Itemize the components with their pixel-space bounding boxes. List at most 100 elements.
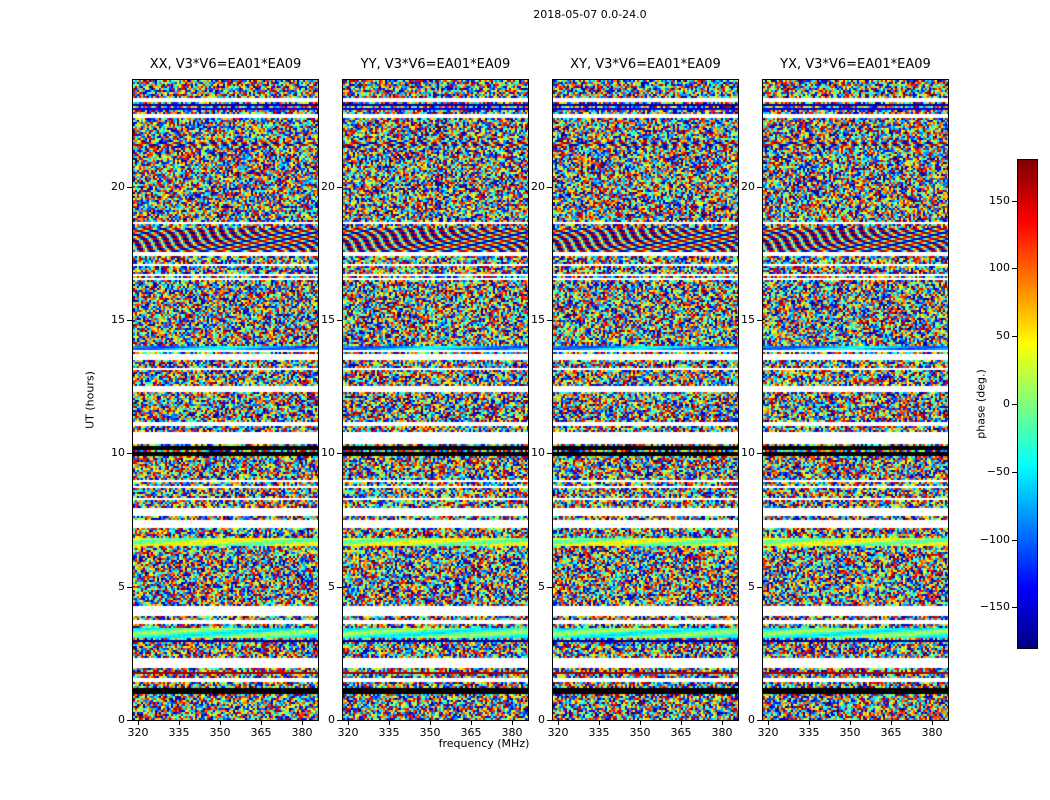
x-axis-label: frequency (MHz) xyxy=(438,737,530,750)
y-tick-label: 10 xyxy=(531,446,545,459)
y-tick-label: 0 xyxy=(748,713,755,726)
y-tick-label: 15 xyxy=(741,313,755,326)
x-tick-mark xyxy=(722,721,723,725)
x-tick-label: 320 xyxy=(337,726,359,739)
colorbar-tick-mark xyxy=(1012,472,1017,473)
y-tick-mark xyxy=(337,320,342,321)
colorbar xyxy=(1017,159,1038,649)
x-tick-label: 365 xyxy=(670,726,692,739)
y-tick-mark xyxy=(337,720,342,721)
y-tick-mark xyxy=(547,720,552,721)
x-tick-mark xyxy=(348,721,349,725)
y-tick-label: 20 xyxy=(531,180,545,193)
x-tick-label: 350 xyxy=(209,726,231,739)
x-tick-label: 350 xyxy=(419,726,441,739)
y-tick-mark xyxy=(547,453,552,454)
x-tick-label: 335 xyxy=(798,726,820,739)
y-tick-mark xyxy=(127,187,132,188)
y-tick-label: 10 xyxy=(741,446,755,459)
y-tick-mark xyxy=(337,587,342,588)
y-tick-label: 5 xyxy=(748,580,755,593)
x-tick-label: 350 xyxy=(629,726,651,739)
x-tick-mark xyxy=(261,721,262,725)
x-tick-label: 320 xyxy=(547,726,569,739)
y-tick-mark xyxy=(757,320,762,321)
x-tick-label: 320 xyxy=(757,726,779,739)
y-tick-mark xyxy=(127,587,132,588)
y-tick-mark xyxy=(127,320,132,321)
x-tick-label: 350 xyxy=(839,726,861,739)
x-tick-label: 335 xyxy=(378,726,400,739)
y-tick-mark xyxy=(547,320,552,321)
x-tick-label: 380 xyxy=(711,726,733,739)
y-tick-label: 10 xyxy=(321,446,335,459)
colorbar-tick-mark xyxy=(1012,268,1017,269)
y-tick-mark xyxy=(757,720,762,721)
y-tick-label: 15 xyxy=(111,313,125,326)
x-tick-label: 365 xyxy=(250,726,272,739)
x-tick-mark xyxy=(809,721,810,725)
y-tick-mark xyxy=(547,187,552,188)
x-tick-mark xyxy=(558,721,559,725)
panel-title: XX, V3*V6=EA01*EA09 xyxy=(149,57,302,72)
x-tick-mark xyxy=(850,721,851,725)
y-tick-label: 5 xyxy=(118,580,125,593)
y-tick-mark xyxy=(127,453,132,454)
x-tick-label: 380 xyxy=(501,726,523,739)
x-tick-label: 335 xyxy=(588,726,610,739)
x-tick-mark xyxy=(640,721,641,725)
x-tick-mark xyxy=(891,721,892,725)
y-tick-mark xyxy=(757,187,762,188)
panel-title: XY, V3*V6=EA01*EA09 xyxy=(570,57,721,72)
x-tick-mark xyxy=(932,721,933,725)
y-tick-label: 15 xyxy=(321,313,335,326)
x-tick-mark xyxy=(681,721,682,725)
y-tick-label: 15 xyxy=(531,313,545,326)
y-tick-label: 20 xyxy=(111,180,125,193)
x-tick-mark xyxy=(430,721,431,725)
colorbar-tick-mark xyxy=(1012,607,1017,608)
colorbar-tick-label: 50 xyxy=(996,329,1010,342)
heatmap-canvas xyxy=(553,80,738,720)
colorbar-tick-mark xyxy=(1012,404,1017,405)
y-tick-label: 0 xyxy=(328,713,335,726)
x-tick-mark xyxy=(389,721,390,725)
y-tick-mark xyxy=(337,187,342,188)
y-tick-label: 5 xyxy=(538,580,545,593)
heatmap-canvas xyxy=(763,80,948,720)
heatmap-panel-xy: XY, V3*V6=EA01*EA09 320 335 350 365 380 0 5 10 1… xyxy=(531,57,739,739)
y-tick-label: 20 xyxy=(741,180,755,193)
colorbar-tick-mark xyxy=(1012,336,1017,337)
colorbar-tick-label: −50 xyxy=(986,465,1010,478)
heatmap-canvas xyxy=(343,80,528,720)
x-tick-mark xyxy=(768,721,769,725)
y-tick-label: 0 xyxy=(118,713,125,726)
x-tick-mark xyxy=(512,721,513,725)
x-tick-label: 380 xyxy=(921,726,943,739)
heatmap-panel-xx: XX, V3*V6=EA01*EA09 320 335 350 365 380 0 5 10 1… xyxy=(111,57,319,739)
x-tick-mark xyxy=(179,721,180,725)
y-axis-label: UT (hours) xyxy=(83,371,97,429)
y-tick-mark xyxy=(757,453,762,454)
y-tick-label: 20 xyxy=(321,180,335,193)
panel-title: YY, V3*V6=EA01*EA09 xyxy=(360,57,511,72)
y-tick-mark xyxy=(547,587,552,588)
heatmap-panel-yx: YX, V3*V6=EA01*EA09 320 335 350 365 380 0 5 10 1… xyxy=(741,57,949,739)
y-tick-mark xyxy=(337,453,342,454)
x-tick-mark xyxy=(138,721,139,725)
x-tick-label: 380 xyxy=(291,726,313,739)
x-tick-label: 320 xyxy=(127,726,149,739)
panel-title: YX, V3*V6=EA01*EA09 xyxy=(780,57,931,72)
colorbar-tick-label: 150 xyxy=(989,194,1010,207)
x-tick-label: 365 xyxy=(460,726,482,739)
heatmap-panel-yy: YY, V3*V6=EA01*EA09 320 335 350 365 380 0 5 10 1… xyxy=(321,57,529,739)
colorbar-tick-label: −150 xyxy=(979,600,1010,613)
y-tick-label: 0 xyxy=(538,713,545,726)
x-tick-label: 365 xyxy=(880,726,902,739)
y-tick-label: 5 xyxy=(328,580,335,593)
heatmap-canvas xyxy=(133,80,318,720)
x-tick-mark xyxy=(599,721,600,725)
x-tick-label: 335 xyxy=(168,726,190,739)
figure-title: 2018-05-07 0.0-24.0 xyxy=(533,8,647,21)
colorbar-tick-label: 0 xyxy=(1003,397,1010,410)
